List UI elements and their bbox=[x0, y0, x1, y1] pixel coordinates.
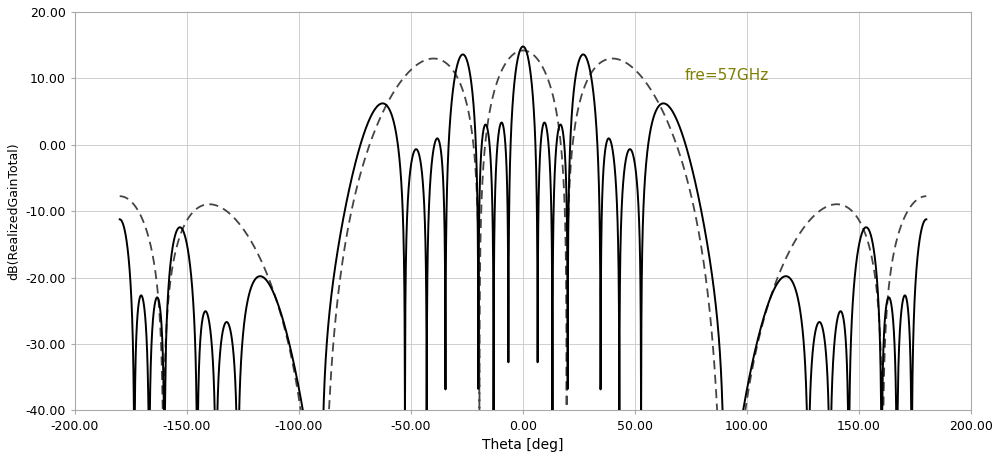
Text: fre=57GHz: fre=57GHz bbox=[684, 67, 769, 83]
Y-axis label: dB(RealizedGainTotal): dB(RealizedGainTotal) bbox=[7, 142, 20, 280]
X-axis label: Theta [deg]: Theta [deg] bbox=[482, 438, 564, 452]
